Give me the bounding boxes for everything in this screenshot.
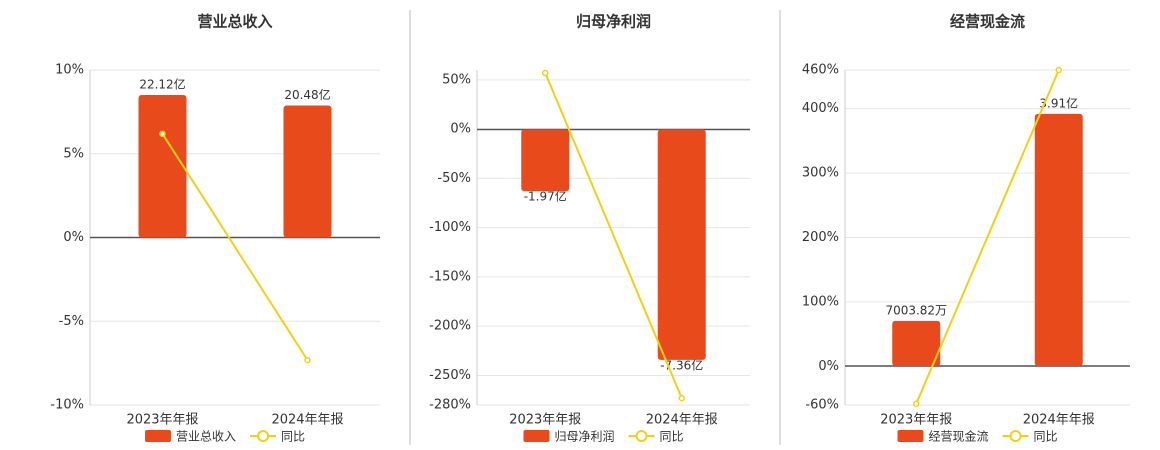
y-tick-label: -60%: [805, 398, 839, 413]
value-label: -1.97亿: [524, 189, 567, 204]
y-tick-label: 460%: [802, 63, 839, 78]
line-point: [678, 394, 685, 402]
bar: [138, 94, 187, 238]
legend-label: 同比: [660, 430, 684, 444]
chart-title: 营业总收入: [197, 13, 272, 31]
line-point: [542, 69, 549, 77]
bar: [521, 129, 570, 192]
line: [161, 133, 309, 361]
legend-label: 同比: [281, 430, 305, 444]
y-tick-label: 400%: [802, 101, 839, 116]
line-point: [304, 356, 311, 364]
y-tick-label: -10%: [50, 398, 84, 413]
line-point: [913, 400, 920, 407]
x-tick-label: 2024年年报: [1023, 413, 1095, 428]
y-tick-label: 50%: [442, 72, 471, 87]
y-tick-label: 0%: [450, 122, 471, 137]
x-tick-label: 2023年年报: [880, 413, 952, 428]
bar: [283, 105, 332, 238]
y-tick-label: -150%: [429, 269, 471, 284]
x-tick-label: 2024年年报: [271, 413, 343, 428]
legend-label: 经营现金流: [929, 429, 989, 444]
bar: [657, 129, 706, 360]
x-tick-label: 2023年年报: [126, 413, 198, 428]
value-label: 22.12亿: [139, 76, 185, 91]
y-tick-label: 100%: [802, 294, 839, 309]
legend-swatch: [523, 430, 550, 442]
legend-label: 同比: [1034, 430, 1058, 444]
y-tick-label: -280%: [429, 398, 471, 413]
bar: [1034, 113, 1083, 366]
value-label: 7003.82万: [885, 303, 947, 317]
legend-label: 营业总收入: [176, 430, 236, 444]
legend-swatch: [897, 430, 924, 442]
value-label: -7.36亿: [660, 357, 703, 372]
bar: [892, 320, 941, 366]
x-tick-label: 2024年年报: [646, 413, 718, 428]
value-label: 3.91亿: [1039, 95, 1078, 110]
y-tick-label: 10%: [55, 63, 84, 78]
y-tick-label: 5%: [63, 146, 84, 161]
y-tick-label: -100%: [429, 220, 471, 235]
y-tick-label: -250%: [429, 368, 471, 383]
line: [544, 72, 683, 399]
y-tick-label: 0%: [63, 230, 84, 245]
line-point: [159, 130, 166, 138]
chart-title: 经营现金流: [950, 13, 1025, 31]
legend-swatch: [257, 430, 270, 442]
y-tick-label: -5%: [59, 314, 84, 329]
y-tick-label: 0%: [818, 359, 839, 374]
y-tick-label: 300%: [802, 166, 839, 181]
y-tick-label: -200%: [429, 319, 471, 334]
line-point: [1055, 66, 1062, 74]
y-tick-label: -50%: [437, 171, 471, 186]
legend-swatch: [1009, 430, 1022, 442]
legend-swatch: [635, 430, 648, 442]
line: [915, 69, 1060, 405]
chart-title: 归母净利润: [576, 13, 651, 31]
value-label: 20.48亿: [284, 87, 330, 102]
y-tick-label: 200%: [802, 230, 839, 245]
x-tick-label: 2023年年报: [509, 413, 581, 428]
legend-label: 归母净利润: [555, 430, 615, 444]
legend-swatch: [145, 430, 171, 442]
